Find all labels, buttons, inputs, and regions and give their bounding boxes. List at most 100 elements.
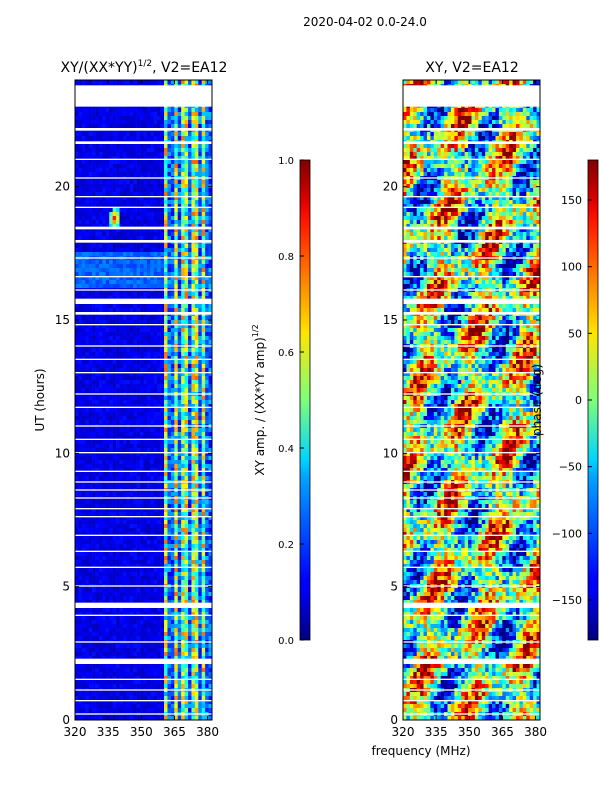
amplitude-cell bbox=[160, 152, 165, 157]
amplitude-cell bbox=[95, 524, 100, 529]
amplitude-cell bbox=[85, 564, 89, 569]
amplitude-cell bbox=[112, 608, 117, 613]
amplitude-cell bbox=[177, 296, 182, 301]
amplitude-cell bbox=[92, 432, 96, 437]
amplitude-cell bbox=[164, 372, 168, 377]
amplitude-cell bbox=[174, 284, 179, 289]
amplitude-cell bbox=[105, 264, 110, 269]
amplitude-cell bbox=[174, 136, 179, 141]
amplitude-cell bbox=[177, 708, 182, 713]
amplitude-cell bbox=[146, 668, 151, 673]
amplitude-cell bbox=[95, 136, 100, 141]
amplitude-cell bbox=[153, 656, 158, 661]
amplitude-cell bbox=[88, 152, 93, 157]
amplitude-cell bbox=[116, 108, 120, 113]
amplitude-cell bbox=[167, 656, 172, 661]
amplitude-cell bbox=[95, 308, 100, 313]
amplitude-cell bbox=[98, 252, 103, 257]
amplitude-cell bbox=[174, 564, 179, 569]
amplitude-cell bbox=[136, 672, 141, 677]
amplitude-cell bbox=[116, 156, 120, 161]
amplitude-panel: XY/(XX*YY)1/2, V2=EA12 320 335 350 365 380 0… bbox=[33, 59, 227, 739]
amplitude-cell bbox=[122, 172, 127, 177]
amplitude-cell bbox=[170, 648, 175, 653]
amplitude-cell bbox=[78, 368, 83, 373]
amplitude-cell bbox=[95, 476, 100, 481]
amplitude-cell bbox=[105, 428, 110, 433]
amplitude-cell bbox=[170, 632, 175, 637]
amplitude-cell bbox=[116, 116, 120, 121]
amplitude-cell bbox=[112, 292, 117, 297]
amplitude-cell bbox=[181, 132, 185, 137]
amplitude-cell bbox=[129, 512, 134, 517]
amplitude-cell bbox=[164, 120, 168, 125]
amplitude-cell bbox=[133, 340, 137, 345]
amplitude-cell bbox=[133, 420, 137, 425]
amplitude-cell bbox=[164, 112, 168, 117]
amplitude-cell bbox=[164, 268, 168, 273]
amplitude-cell bbox=[150, 520, 155, 525]
amplitude-cell bbox=[153, 348, 158, 353]
amplitude-cell bbox=[164, 520, 168, 525]
amplitude-cell bbox=[167, 508, 172, 513]
amplitude-cell bbox=[119, 500, 124, 505]
amplitude-cell bbox=[167, 336, 172, 341]
amplitude-cell bbox=[157, 372, 161, 377]
amplitude-cell bbox=[95, 184, 100, 189]
amplitude-cell bbox=[157, 292, 161, 297]
amplitude-cell bbox=[105, 440, 110, 445]
amplitude-cell bbox=[98, 504, 103, 509]
amplitude-cell bbox=[164, 616, 168, 621]
amplitude-cell bbox=[85, 596, 89, 601]
amplitude-cell bbox=[133, 628, 137, 633]
amplitude-cell bbox=[102, 164, 107, 169]
amplitude-cell bbox=[105, 220, 110, 225]
amplitude-cell bbox=[75, 168, 79, 173]
amplitude-cell bbox=[157, 200, 161, 205]
amplitude-cell bbox=[88, 320, 93, 325]
amplitude-cell bbox=[150, 112, 155, 117]
amplitude-cell bbox=[92, 196, 96, 201]
amplitude-cell bbox=[105, 188, 110, 193]
amplitude-cell bbox=[88, 592, 93, 597]
amplitude-cell bbox=[81, 468, 86, 473]
amplitude-cell bbox=[122, 568, 127, 573]
amplitude-cell bbox=[92, 500, 96, 505]
amplitude-cell bbox=[81, 252, 86, 257]
amplitude-cell bbox=[102, 408, 107, 413]
amplitude-cell bbox=[88, 456, 93, 461]
amplitude-cell bbox=[140, 232, 144, 237]
amplitude-cell bbox=[146, 540, 151, 545]
amplitude-cell bbox=[109, 304, 113, 309]
amplitude-cell bbox=[122, 192, 127, 197]
amplitude-cell bbox=[95, 624, 100, 629]
amplitude-cell bbox=[75, 144, 79, 149]
amplitude-cell bbox=[112, 704, 117, 709]
amplitude-cell bbox=[75, 400, 79, 405]
amplitude-cell bbox=[157, 208, 161, 213]
amplitude-cell bbox=[170, 264, 175, 269]
amplitude-cell bbox=[122, 620, 127, 625]
amplitude-cell bbox=[133, 368, 137, 373]
amplitude-cell bbox=[167, 576, 172, 581]
amplitude-cell bbox=[126, 120, 131, 125]
amplitude-cell bbox=[105, 332, 110, 337]
amplitude-cell bbox=[146, 376, 151, 381]
amplitude-cell bbox=[170, 388, 175, 393]
amplitude-cell bbox=[81, 132, 86, 137]
amplitude-cell bbox=[109, 692, 113, 697]
amplitude-cell bbox=[78, 356, 83, 361]
amplitude-cell bbox=[174, 592, 179, 597]
amplitude-cell bbox=[85, 520, 89, 525]
amplitude-cell bbox=[95, 520, 100, 525]
amplitude-cell bbox=[102, 336, 107, 341]
amplitude-cell bbox=[126, 560, 131, 565]
amplitude-cell bbox=[78, 444, 83, 449]
amplitude-cell bbox=[122, 356, 127, 361]
amplitude-cell bbox=[143, 284, 148, 289]
amplitude-cell bbox=[119, 568, 124, 573]
amplitude-cell bbox=[98, 120, 103, 125]
amplitude-cell bbox=[81, 464, 86, 469]
amplitude-cell bbox=[157, 540, 161, 545]
amplitude-cell bbox=[98, 260, 103, 265]
